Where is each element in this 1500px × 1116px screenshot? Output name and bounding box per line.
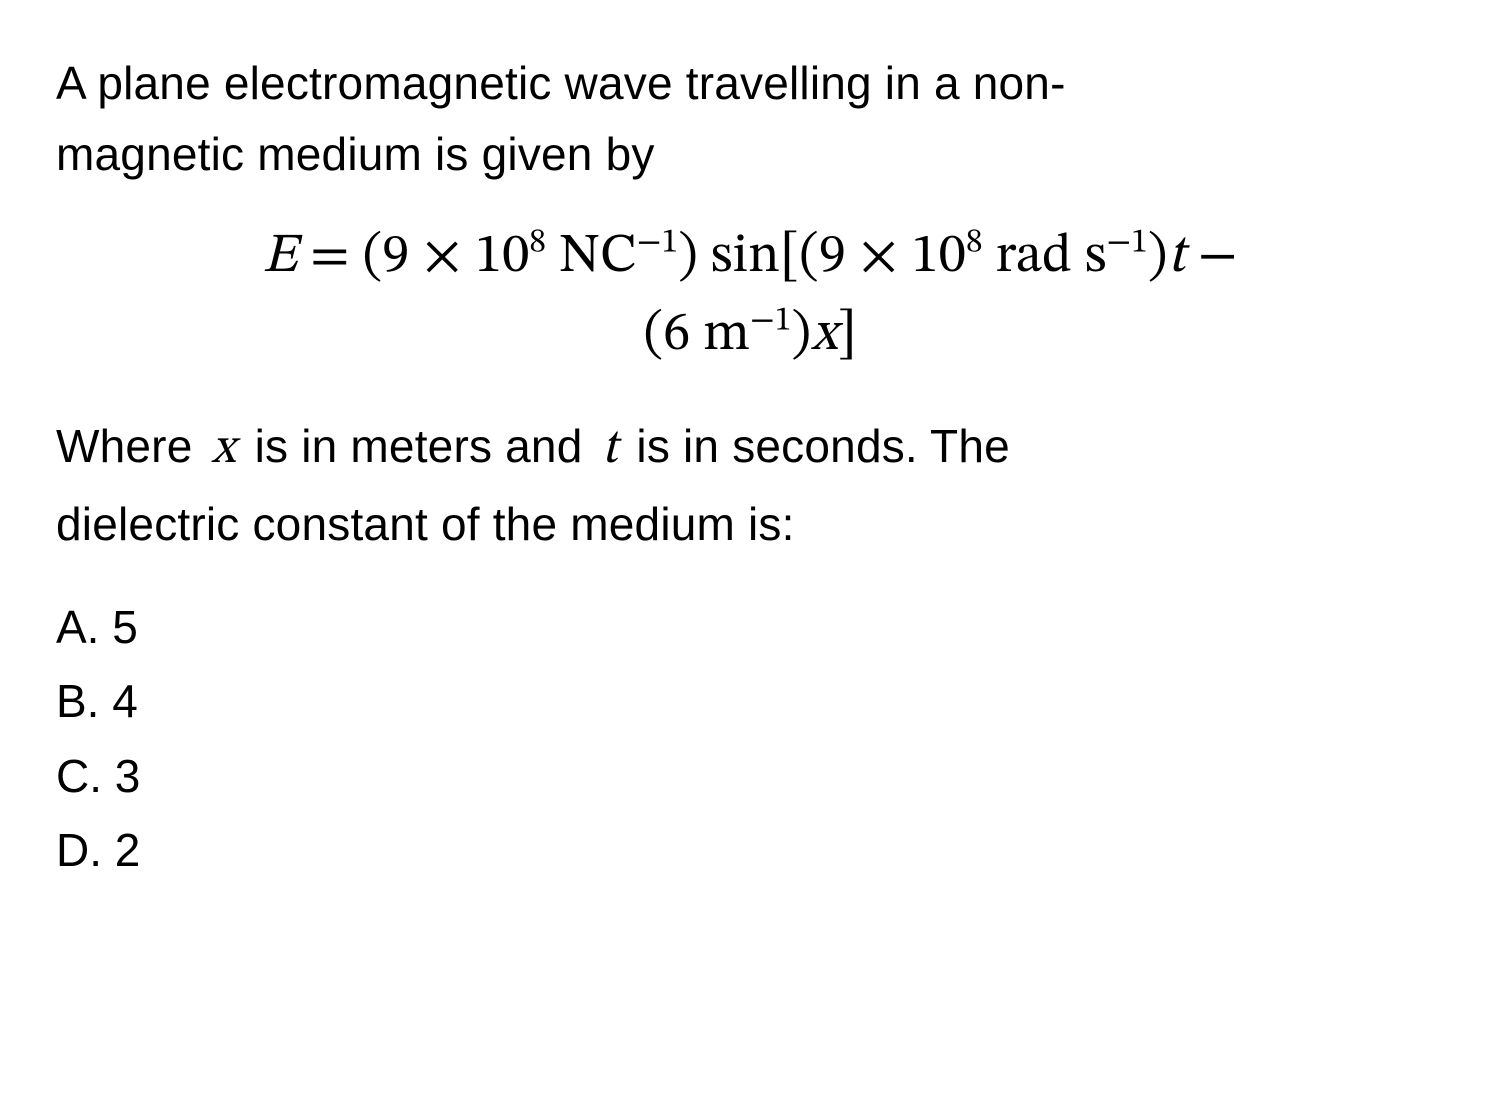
option-d: D. 2 — [56, 813, 1444, 888]
q-prefix: Where — [56, 420, 205, 472]
omega-unit-rad: rad — [996, 230, 1072, 285]
k-unit-m: m — [703, 308, 750, 363]
intro-paragraph: A plane electromagnetic wave travelling … — [56, 48, 1444, 191]
var-t: t — [1168, 230, 1185, 285]
omega-exp: 8 — [966, 226, 983, 260]
var-x: x — [811, 308, 837, 363]
q-mid2: is in seconds. The — [623, 420, 1010, 472]
option-c: C. 3 — [56, 739, 1444, 814]
sp2 — [698, 230, 711, 285]
var-E: E — [263, 230, 297, 285]
rparen-3: ) — [791, 308, 811, 363]
page-root: A plane electromagnetic wave travelling … — [0, 0, 1500, 888]
amp-unit-exp: −1 — [637, 226, 678, 260]
omega-unit-exp: −1 — [1106, 226, 1147, 260]
inline-var-x: x — [205, 424, 241, 474]
lparen-1: ( — [363, 230, 383, 285]
omega-coeff: 9 — [819, 230, 846, 285]
q-line2: dielectric constant of the medium is: — [56, 498, 795, 550]
rparen-1: ) — [678, 230, 698, 285]
sp3b — [1072, 230, 1085, 285]
omega-unit-s: s — [1085, 230, 1107, 285]
times-1: × — [409, 230, 474, 285]
amp-unit-nc: NC — [559, 230, 637, 285]
inline-var-t: t — [595, 424, 623, 474]
omega-base: 10 — [911, 230, 965, 285]
amp-exp: 8 — [529, 226, 546, 260]
question-paragraph: Where x is in meters and t is in seconds… — [56, 411, 1444, 560]
option-b: B. 4 — [56, 664, 1444, 739]
lbracket: [( — [780, 230, 819, 285]
times-2: × — [846, 230, 911, 285]
sin: sin — [711, 230, 780, 285]
q-mid1: is in meters and — [242, 420, 596, 472]
equals: = — [297, 230, 362, 285]
minus: − — [1185, 230, 1238, 285]
sp3 — [983, 230, 996, 285]
intro-line-2: magnetic medium is given by — [56, 128, 655, 180]
k-unit-exp: −1 — [750, 305, 791, 339]
k-coeff: 6 — [663, 308, 690, 363]
sp1 — [546, 230, 559, 285]
rparen-2: ) — [1148, 230, 1168, 285]
intro-line-1: A plane electromagnetic wave travelling … — [56, 57, 1066, 109]
formula-line-1: E = (9 × 108 NC−1) sin[(9 × 108 rad s−1)… — [56, 221, 1444, 295]
options-list: A. 5 B. 4 C. 3 D. 2 — [56, 590, 1444, 888]
formula-block: E = (9 × 108 NC−1) sin[(9 × 108 rad s−1)… — [56, 221, 1444, 374]
amp-coeff: 9 — [382, 230, 409, 285]
rbracket: ] — [837, 308, 856, 363]
sp4 — [690, 308, 703, 363]
amp-base: 10 — [475, 230, 529, 285]
formula-line-2: (6 m−1)x] — [56, 299, 1444, 373]
lparen-2: ( — [643, 308, 663, 363]
option-a: A. 5 — [56, 590, 1444, 665]
